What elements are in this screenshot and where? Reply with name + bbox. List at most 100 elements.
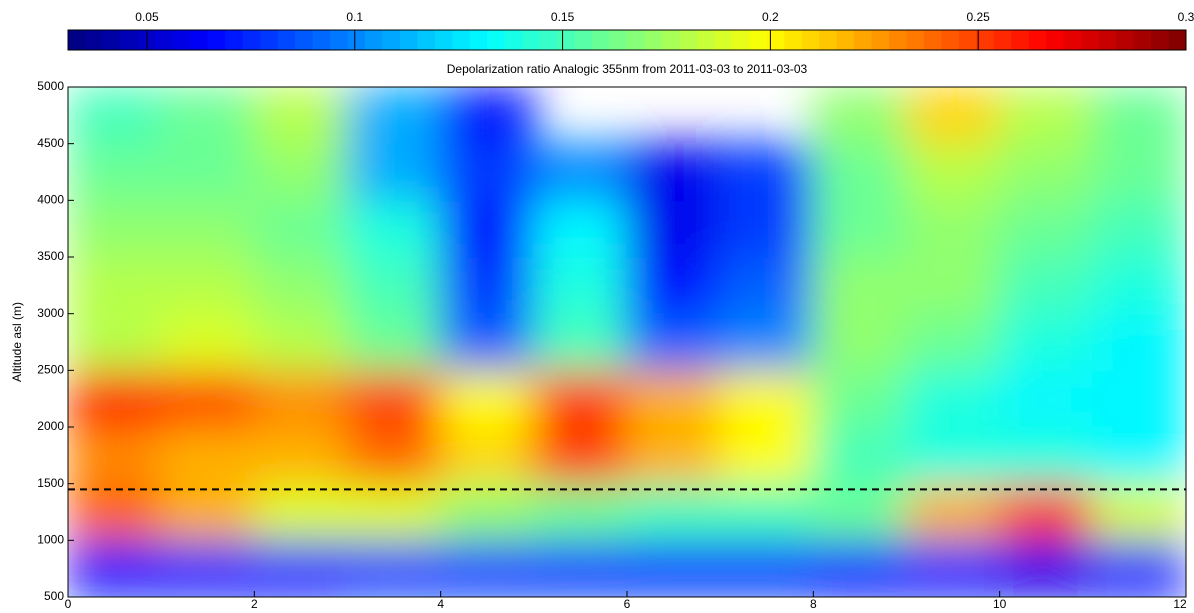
x-tick-label: 12 [1173,597,1187,611]
colorbar-step [993,30,1012,50]
colorbar-tick-label: 0.05 [135,10,159,24]
heatmap-cell [346,539,442,597]
heatmap-cell [719,199,815,258]
heatmap-cell [68,199,163,258]
heatmap-cell [68,539,163,597]
heatmap-cell [253,256,349,315]
heatmap-cell [719,539,815,597]
heatmap-cell [626,312,722,372]
heatmap-cell [1091,312,1186,372]
heatmap-cell [1091,87,1186,145]
axes: 500 1000 1500 2000 2500 3000 3500 4000 4500 5000 0… [37,79,1187,611]
heatmap-cell [812,482,908,542]
colorbar-step [854,30,873,50]
heatmap-cell [439,539,535,597]
heatmap-cell [905,312,1001,372]
heatmap-cell [719,312,815,372]
heatmap-cell [346,312,442,372]
heatmap-cell [68,312,163,372]
heatmap-cell [532,256,628,315]
heatmap-cell [998,482,1094,542]
heatmap-cell [160,87,256,145]
heatmap-cell [626,539,722,597]
heatmap-cell [719,256,815,315]
heatmap-cell [160,369,256,428]
colorbar-step [696,30,715,50]
colorbar-step [836,30,855,50]
colorbar-step [923,30,942,50]
heatmap-cell [346,142,442,202]
heatmap-cell [905,426,1001,485]
colorbar-step [469,30,488,50]
heatmap-cell [160,142,256,202]
x-tick-label: 8 [810,597,817,611]
colorbar-step [242,30,261,50]
heatmap-cell [905,482,1001,542]
heatmap-cell [998,312,1094,372]
heatmap-cell [253,312,349,372]
colorbar-step [627,30,645,50]
y-axis-label: Altitude asl (m) [10,302,24,382]
colorbar-step [749,30,768,50]
heatmap-cell [439,256,535,315]
heatmap-cell [439,369,535,428]
colorbar-step [487,30,506,50]
colorbar-step [1168,30,1187,50]
colorbar-step [889,30,907,50]
colorbar-step [679,30,698,50]
heatmap-cell [1091,142,1186,202]
colorbar-step [295,30,314,50]
heatmap-cell [626,426,722,485]
heatmap-cell [68,142,163,202]
colorbar-step [976,30,995,50]
colorbar-step [260,30,279,50]
x-tick-label: 10 [993,597,1007,611]
colorbar-step [277,30,296,50]
heatmap-cell [253,142,349,202]
colorbar-step [452,30,471,50]
colorbar-step [941,30,960,50]
heatmap-cell [719,142,815,202]
heatmap-cell [532,312,628,372]
heatmap-cell [812,369,908,428]
heatmap-cell [68,482,163,542]
heatmap-cell [346,369,442,428]
y-tick-label: 1000 [37,533,64,547]
colorbar-step [557,30,576,50]
colorbar-step [958,30,977,50]
heatmap-cell [532,539,628,597]
colorbar-step [155,30,174,50]
heatmap-cell [439,87,535,145]
y-tick-label: 4500 [37,136,64,150]
heatmap-cell [719,369,815,428]
colorbar-step [504,30,523,50]
colorbar-step [190,30,209,50]
heatmap-cell [68,369,163,428]
colorbar-step [644,30,663,50]
y-tick-label: 500 [44,589,64,603]
heatmap-cell [812,256,908,315]
x-tick-label: 6 [624,597,631,611]
heatmap-cell [998,369,1094,428]
heatmap-cell [532,426,628,485]
heatmap-cell [532,142,628,202]
heatmap-cell [346,87,442,145]
heatmap-cell [812,426,908,485]
heatmap-cell [1091,482,1186,542]
heatmap-cell [812,142,908,202]
heatmap-cell [160,426,256,485]
x-tick-label: 2 [251,597,258,611]
colorbar-step [120,30,139,50]
heatmap-cell [998,256,1094,315]
colorbar-step [784,30,803,50]
colorbar-step [102,30,121,50]
colorbar-step [417,30,436,50]
heatmap-cell [905,142,1001,202]
heatmap-cell [346,199,442,258]
heatmap-cell [998,426,1094,485]
heatmap-cell [532,369,628,428]
colorbar-step [1116,30,1135,50]
colorbar-step [434,30,453,50]
colorbar-step [1046,30,1065,50]
